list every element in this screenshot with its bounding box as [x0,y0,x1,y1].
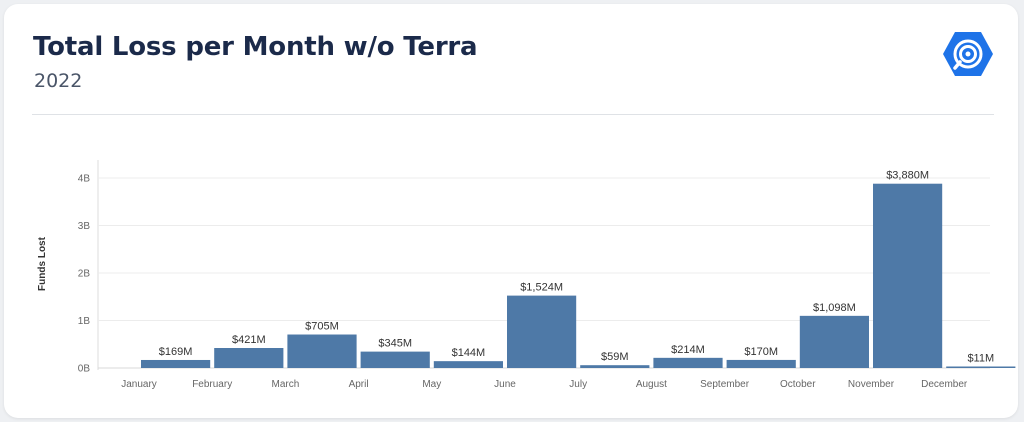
x-tick-label: November [848,379,895,390]
x-tick-label: December [921,379,968,390]
x-tick-label: August [636,379,667,390]
data-label: $1,098M [813,302,856,314]
data-label: $214M [671,344,705,356]
data-label: $421M [232,334,266,346]
x-tick-label: June [494,379,516,390]
x-tick-label: January [121,379,157,390]
bar [287,334,357,368]
x-tick-label: February [192,379,232,390]
y-tick-label: 1B [78,316,91,327]
data-label: $59M [601,351,629,363]
y-axis-label: Funds Lost [37,236,48,291]
bar [141,359,211,368]
header-divider [32,114,994,115]
bar [580,365,650,368]
y-tick-label: 3B [78,221,91,232]
data-label: $169M [159,346,193,358]
x-tick-label: July [569,379,587,390]
y-tick-label: 4B [78,174,91,185]
x-tick-label: March [272,379,300,390]
data-label: $170M [744,346,778,358]
chart-title: Total Loss per Month w/o Terra [33,32,478,62]
x-tick-label: April [349,379,369,390]
bar [214,348,284,368]
data-label: $3,880M [886,170,929,182]
bar [726,359,796,368]
bar [946,366,1016,368]
data-label: $705M [305,321,339,333]
x-tick-label: May [422,379,441,390]
bar [873,183,943,368]
certik-logo-icon [943,32,993,76]
bar [799,315,869,368]
chart-subtitle: 2022 [34,70,83,92]
bar [360,351,430,368]
bar [433,361,503,368]
data-label: $11M [967,353,994,365]
data-label: $144M [452,347,486,359]
data-label: $1,524M [520,282,563,294]
bar [653,357,723,368]
data-label: $345M [378,338,412,350]
x-tick-label: October [780,379,816,390]
y-tick-label: 2B [78,269,91,280]
bar [507,295,577,368]
x-tick-label: September [700,379,750,390]
y-tick-label: 0B [78,364,91,375]
